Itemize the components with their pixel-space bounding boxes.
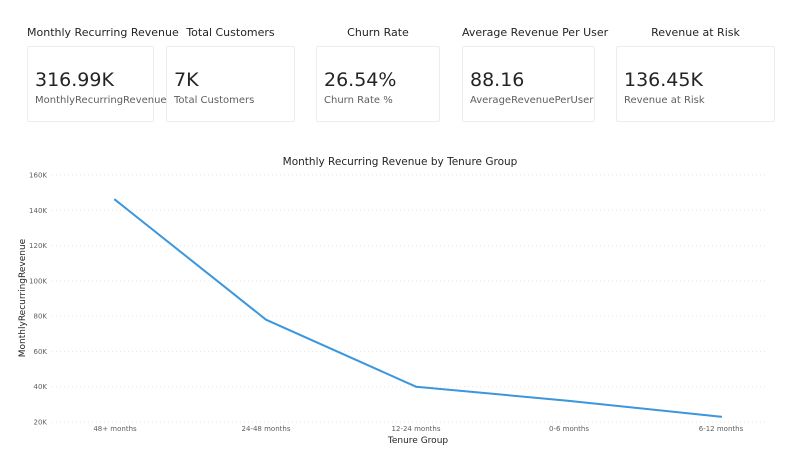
- chart-title: Monthly Recurring Revenue by Tenure Grou…: [282, 156, 518, 168]
- kpi-value-churn-rate: 26.54%: [324, 69, 397, 91]
- y-tick-label: 20K: [34, 419, 48, 427]
- y-tick-label: 80K: [34, 313, 48, 321]
- data-point[interactable]: [568, 399, 570, 402]
- kpi-card-mrr[interactable]: 316.99K MonthlyRecurringRevenue: [27, 46, 167, 122]
- x-tick-label: 24-48 months: [242, 425, 291, 433]
- y-tick-label: 120K: [29, 242, 47, 250]
- kpi-title-mrr: Monthly Recurring Revenue: [27, 26, 179, 39]
- kpi-label-arpu: AverageRevenuePerUser: [470, 95, 594, 106]
- y-axis-title: MonthlyRecurringRevenue: [18, 238, 28, 357]
- y-tick-label: 100K: [29, 277, 47, 285]
- x-axis-ticks: 48+ months 24-48 months 12-24 months 0-6 mo…: [93, 425, 743, 433]
- kpi-title-churn-rate: Churn Rate: [347, 26, 409, 39]
- series-points: [114, 198, 722, 418]
- kpi-title-arpu: Average Revenue Per User: [462, 26, 609, 39]
- kpi-value-mrr: 316.99K: [35, 69, 114, 91]
- kpi-card-churn-rate[interactable]: 26.54% Churn Rate %: [316, 46, 440, 122]
- kpi-card-revenue-at-risk[interactable]: 136.45K Revenue at Risk: [616, 46, 775, 122]
- y-tick-label: 40K: [34, 383, 48, 391]
- x-axis-title: Tenure Group: [387, 436, 449, 446]
- x-tick-label: 48+ months: [93, 425, 137, 433]
- kpi-value-revenue-at-risk: 136.45K: [624, 69, 703, 91]
- line-chart[interactable]: 20K 40K 60K 80K 100K 120K 140K 160K 48+ months 2…: [0, 168, 800, 458]
- kpi-label-churn-rate: Churn Rate %: [324, 95, 393, 106]
- kpi-card-total-customers[interactable]: 7K Total Customers: [166, 46, 295, 122]
- x-tick-label: 6-12 months: [699, 425, 744, 433]
- kpi-value-total-customers: 7K: [174, 69, 199, 91]
- y-tick-label: 60K: [34, 348, 48, 356]
- y-tick-label: 160K: [29, 172, 47, 180]
- kpi-label-mrr: MonthlyRecurringRevenue: [35, 95, 167, 106]
- gridlines: [52, 174, 765, 423]
- data-point[interactable]: [114, 198, 116, 201]
- x-tick-label: 0-6 months: [549, 425, 589, 433]
- y-tick-label: 140K: [29, 207, 47, 215]
- data-point[interactable]: [415, 385, 417, 388]
- y-axis-ticks: 20K 40K 60K 80K 100K 120K 140K 160K: [29, 172, 47, 427]
- data-point[interactable]: [265, 318, 267, 321]
- kpi-label-total-customers: Total Customers: [174, 95, 255, 106]
- kpi-card-arpu[interactable]: 88.16 AverageRevenuePerUser: [462, 46, 595, 122]
- kpi-value-arpu: 88.16: [470, 69, 525, 91]
- kpi-title-total-customers: Total Customers: [186, 26, 275, 39]
- kpi-label-revenue-at-risk: Revenue at Risk: [624, 95, 705, 106]
- kpi-title-revenue-at-risk: Revenue at Risk: [651, 26, 740, 39]
- series-line-mrr[interactable]: [114, 198, 722, 418]
- x-tick-label: 12-24 months: [392, 425, 441, 433]
- data-point[interactable]: [720, 415, 722, 418]
